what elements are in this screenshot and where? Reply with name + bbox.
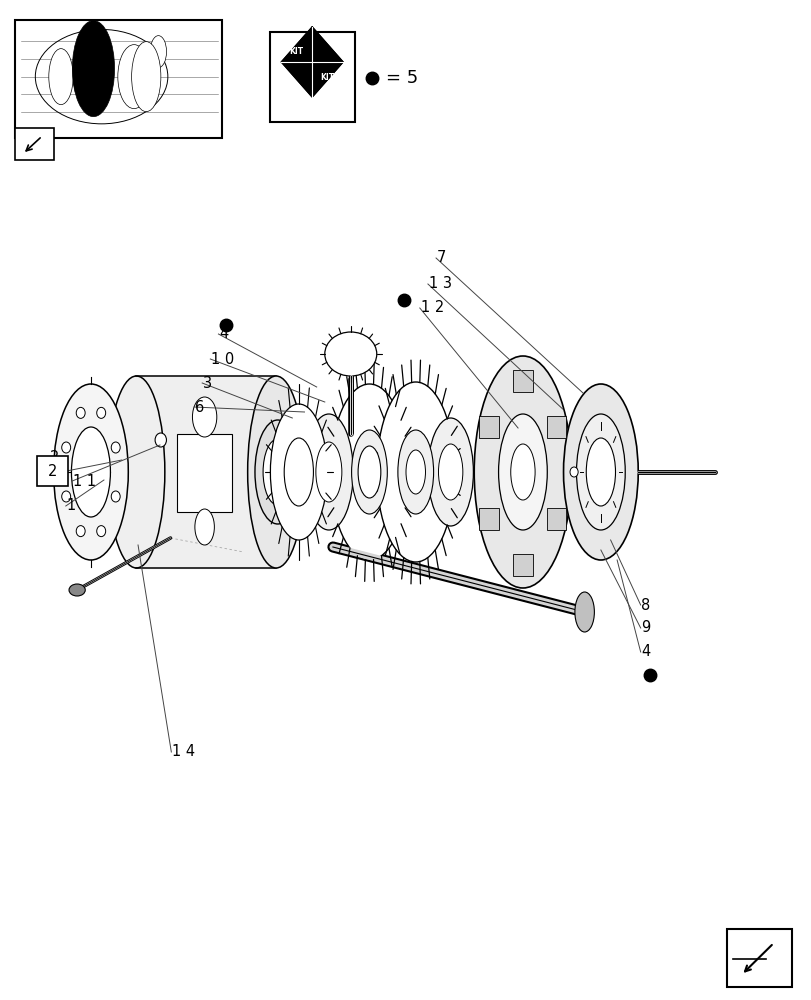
- Text: 1 2: 1 2: [420, 300, 444, 316]
- Circle shape: [62, 491, 71, 502]
- Ellipse shape: [270, 404, 327, 540]
- Ellipse shape: [574, 592, 594, 632]
- Text: 1: 1: [67, 498, 75, 514]
- Bar: [547, 508, 566, 530]
- Bar: [478, 508, 498, 530]
- Ellipse shape: [586, 438, 615, 506]
- Ellipse shape: [563, 384, 637, 560]
- Circle shape: [97, 407, 105, 418]
- Ellipse shape: [192, 397, 217, 437]
- Text: 7: 7: [436, 250, 446, 265]
- Circle shape: [76, 526, 85, 537]
- Ellipse shape: [351, 430, 387, 514]
- Circle shape: [155, 433, 166, 447]
- Ellipse shape: [131, 42, 161, 112]
- Ellipse shape: [49, 49, 73, 105]
- Circle shape: [62, 442, 71, 453]
- Ellipse shape: [358, 446, 380, 498]
- Bar: [269, 32, 354, 122]
- Text: 1 3: 1 3: [428, 276, 451, 292]
- Circle shape: [111, 442, 120, 453]
- Ellipse shape: [576, 414, 624, 530]
- Ellipse shape: [263, 439, 292, 505]
- Text: 2: 2: [50, 450, 60, 464]
- Text: 9: 9: [641, 620, 650, 636]
- Text: KIT: KIT: [290, 47, 303, 56]
- Ellipse shape: [255, 420, 300, 524]
- Bar: [513, 554, 532, 576]
- Text: 1 1: 1 1: [73, 474, 96, 488]
- Bar: [478, 416, 498, 438]
- Text: 8: 8: [641, 597, 650, 612]
- Ellipse shape: [376, 382, 454, 562]
- Ellipse shape: [438, 444, 462, 500]
- Ellipse shape: [108, 376, 165, 568]
- Circle shape: [97, 526, 105, 537]
- Text: 4: 4: [219, 326, 228, 342]
- Bar: [547, 416, 566, 438]
- Ellipse shape: [118, 45, 150, 109]
- Text: 2: 2: [48, 464, 58, 479]
- Bar: [513, 370, 532, 392]
- Ellipse shape: [315, 442, 341, 502]
- Ellipse shape: [304, 414, 353, 530]
- Bar: [15, 20, 221, 138]
- Ellipse shape: [71, 427, 110, 517]
- Ellipse shape: [324, 332, 376, 376]
- Ellipse shape: [72, 21, 114, 117]
- Circle shape: [76, 407, 85, 418]
- Polygon shape: [281, 27, 342, 97]
- Ellipse shape: [54, 384, 128, 560]
- Ellipse shape: [330, 384, 408, 560]
- Ellipse shape: [406, 450, 425, 494]
- Text: 4: 4: [641, 645, 650, 660]
- Text: 6: 6: [195, 399, 204, 414]
- Ellipse shape: [195, 509, 214, 545]
- Text: 3: 3: [203, 375, 212, 390]
- Ellipse shape: [69, 584, 85, 596]
- Ellipse shape: [284, 438, 313, 506]
- Bar: [177, 434, 232, 512]
- Ellipse shape: [427, 418, 473, 526]
- Ellipse shape: [498, 414, 547, 530]
- Ellipse shape: [150, 36, 166, 68]
- Text: = 5: = 5: [385, 69, 418, 87]
- Ellipse shape: [247, 376, 304, 568]
- Bar: [726, 929, 791, 987]
- Ellipse shape: [510, 444, 534, 500]
- Circle shape: [111, 491, 120, 502]
- Ellipse shape: [73, 53, 97, 101]
- Ellipse shape: [397, 430, 433, 514]
- Bar: [15, 128, 54, 160]
- FancyBboxPatch shape: [37, 456, 68, 486]
- Text: 1 0: 1 0: [211, 352, 234, 366]
- Ellipse shape: [474, 356, 571, 588]
- Text: 1 4: 1 4: [172, 744, 195, 760]
- Text: KIT: KIT: [320, 73, 334, 82]
- Circle shape: [569, 467, 577, 477]
